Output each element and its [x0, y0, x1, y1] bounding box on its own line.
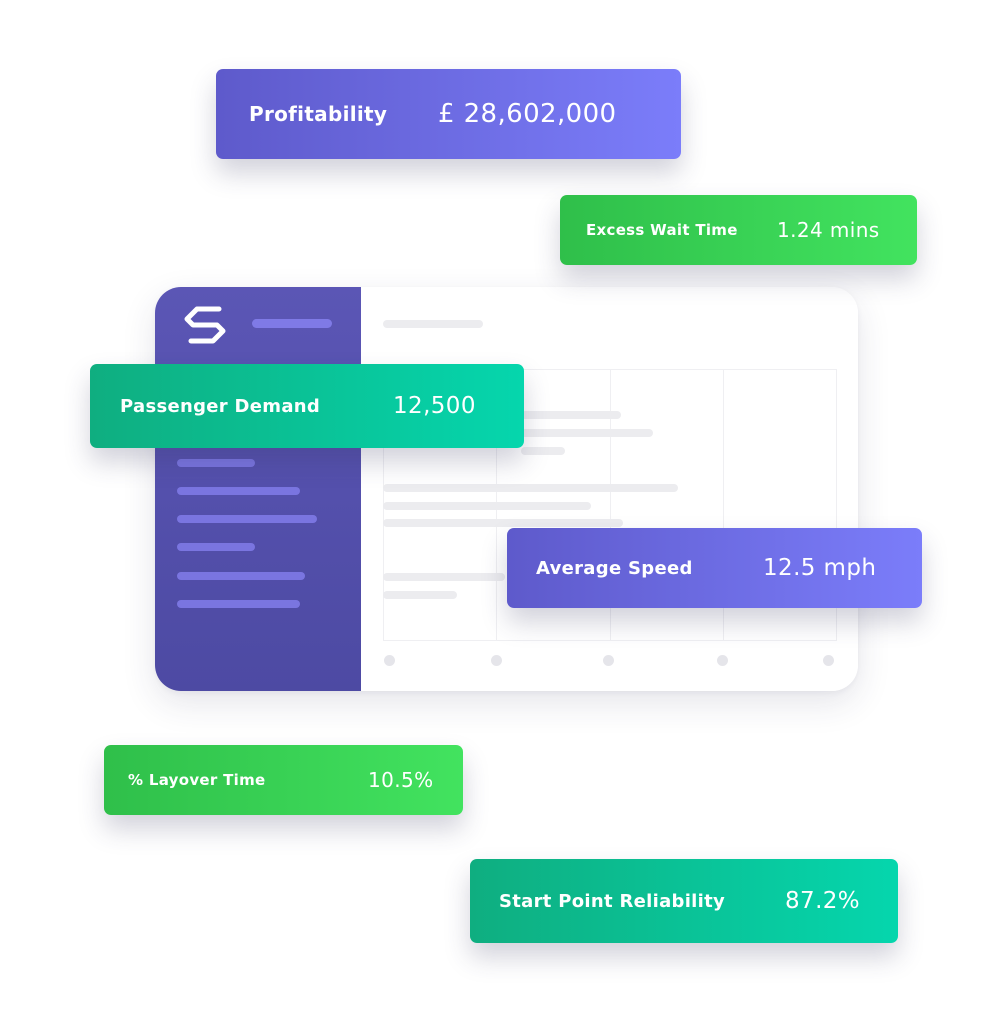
sidebar [155, 287, 361, 691]
profitability-card: Profitability £ 28,602,000 [216, 69, 681, 159]
excess-wait-time-label: Excess Wait Time [586, 221, 738, 239]
text-placeholder [521, 447, 565, 455]
average-speed-value: 12.5 mph [763, 555, 877, 581]
pagination-dot[interactable] [491, 655, 502, 666]
pagination-dot[interactable] [384, 655, 395, 666]
swirl-logo-icon [184, 306, 226, 344]
sidebar-item-placeholder[interactable] [177, 543, 255, 551]
start-point-reliability-label: Start Point Reliability [499, 890, 726, 912]
sidebar-item-placeholder[interactable] [177, 487, 300, 495]
text-placeholder [383, 591, 457, 599]
average-speed-label: Average Speed [536, 557, 693, 579]
pagination-dot[interactable] [717, 655, 728, 666]
layover-time-value: 10.5% [368, 768, 434, 792]
text-placeholder [383, 484, 678, 492]
text-placeholder [521, 429, 653, 437]
start-point-reliability-value: 87.2% [785, 888, 861, 914]
text-placeholder [383, 519, 623, 527]
text-placeholder [521, 411, 621, 419]
layover-time-card: % Layover Time 10.5% [104, 745, 463, 815]
profitability-value: £ 28,602,000 [438, 99, 617, 129]
passenger-demand-card: Passenger Demand 12,500 [90, 364, 524, 448]
text-placeholder [383, 502, 591, 510]
dashboard-mockup [155, 287, 858, 691]
excess-wait-time-value: 1.24 mins [777, 218, 880, 242]
start-point-reliability-card: Start Point Reliability 87.2% [470, 859, 898, 943]
profitability-label: Profitability [249, 102, 388, 126]
sidebar-item-placeholder[interactable] [177, 600, 300, 608]
average-speed-card: Average Speed 12.5 mph [507, 528, 922, 608]
excess-wait-time-card: Excess Wait Time 1.24 mins [560, 195, 917, 265]
passenger-demand-label: Passenger Demand [120, 395, 321, 417]
content-title-placeholder [383, 320, 483, 328]
sidebar-item-placeholder[interactable] [177, 572, 305, 580]
sidebar-title-placeholder [252, 319, 332, 328]
passenger-demand-value: 12,500 [393, 393, 476, 419]
pagination-dot[interactable] [603, 655, 614, 666]
sidebar-item-placeholder[interactable] [177, 459, 255, 467]
pagination-dot[interactable] [823, 655, 834, 666]
text-placeholder [383, 573, 505, 581]
content-area [361, 287, 858, 691]
sidebar-item-placeholder[interactable] [177, 515, 317, 523]
grid-divider [610, 370, 611, 640]
grid-divider [723, 370, 724, 640]
layover-time-label: % Layover Time [128, 771, 266, 789]
